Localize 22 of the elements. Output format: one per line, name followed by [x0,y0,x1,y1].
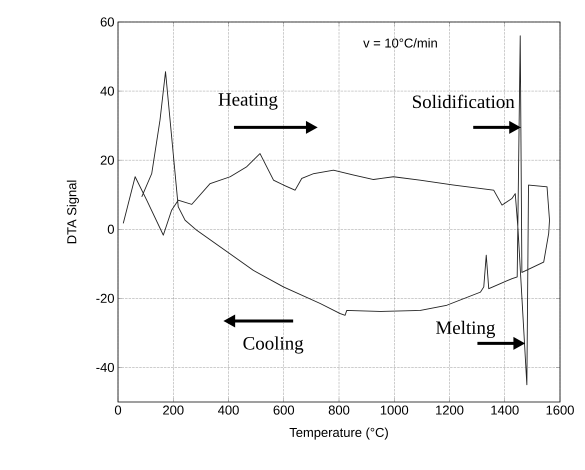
x-tick-label: 1600 [546,406,574,415]
annotation: Solidification [412,94,514,108]
x-tick-label: 400 [218,406,239,415]
x-axis-title: Temperature (°C) [290,428,388,440]
x-tick-label: 1200 [436,406,464,415]
y-tick-label: 20 [100,156,114,165]
y-tick-label: -20 [96,294,114,303]
x-tick-label: 800 [328,406,350,415]
y-tick-label: -40 [96,362,114,372]
x-tick-label: 1400 [491,406,519,415]
x-tick-label: 1000 [380,406,408,415]
annotation: v = 10°C/min [363,38,437,48]
annotation: Cooling [243,336,304,354]
annotation: Melting [436,320,496,338]
x-tick-label: 0 [114,406,122,415]
annotation: Heating [218,93,278,110]
x-tick-label: 200 [163,406,184,415]
y-tick-label: 0 [108,224,114,234]
y-axis-title: DTA Signal [66,180,79,244]
x-tick-label: 600 [274,406,294,415]
y-tick-label: 40 [100,86,114,96]
y-tick-label: 60 [100,17,114,27]
